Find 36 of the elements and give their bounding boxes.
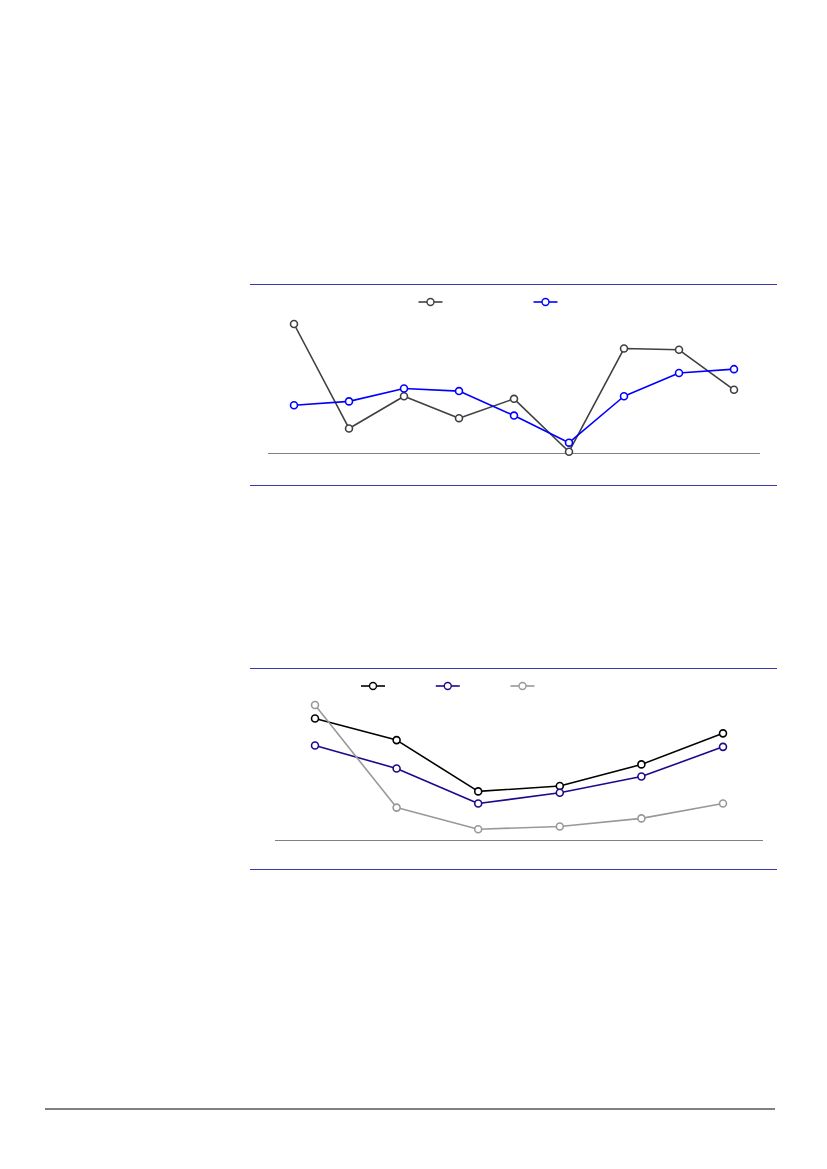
point bbox=[399, 391, 409, 401]
point bbox=[392, 764, 401, 773]
point bbox=[399, 384, 409, 393]
point bbox=[454, 413, 464, 423]
point bbox=[289, 401, 299, 410]
point bbox=[310, 714, 320, 723]
point bbox=[392, 803, 401, 812]
point bbox=[637, 760, 646, 769]
point bbox=[718, 742, 728, 752]
point bbox=[718, 799, 728, 808]
point bbox=[454, 386, 464, 396]
point bbox=[718, 729, 728, 738]
point bbox=[637, 772, 646, 781]
point bbox=[289, 319, 299, 329]
point bbox=[310, 700, 320, 710]
point bbox=[674, 345, 684, 355]
point bbox=[344, 424, 354, 433]
point bbox=[509, 394, 519, 404]
point bbox=[473, 799, 483, 808]
point bbox=[392, 735, 401, 745]
point bbox=[473, 824, 483, 834]
point bbox=[555, 822, 565, 831]
point bbox=[619, 391, 629, 401]
point bbox=[564, 438, 574, 447]
point bbox=[555, 781, 565, 791]
point bbox=[564, 447, 574, 456]
point bbox=[473, 787, 483, 796]
point bbox=[344, 397, 354, 406]
point bbox=[310, 741, 320, 750]
point bbox=[619, 344, 629, 353]
point bbox=[509, 411, 519, 420]
point bbox=[729, 385, 739, 395]
point bbox=[555, 788, 565, 798]
point bbox=[674, 368, 684, 378]
point bbox=[729, 364, 739, 374]
point bbox=[637, 814, 646, 823]
